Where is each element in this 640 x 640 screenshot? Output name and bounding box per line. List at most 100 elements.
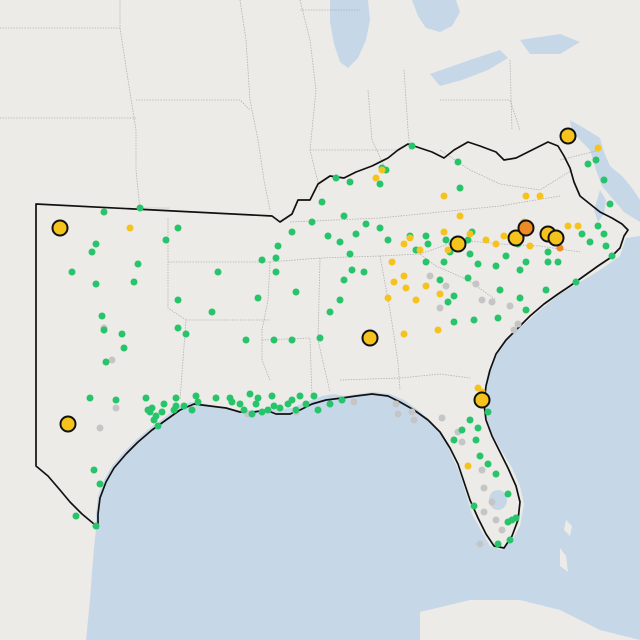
station-marker-large-yellow[interactable] (59, 415, 77, 433)
station-marker-green[interactable] (542, 286, 550, 294)
station-marker-large-yellow[interactable] (361, 329, 379, 347)
station-marker-green[interactable] (436, 276, 444, 284)
station-marker-large-yellow[interactable] (507, 229, 525, 247)
station-marker-gray[interactable] (394, 410, 402, 418)
station-marker-gray[interactable] (492, 516, 500, 524)
station-marker-green[interactable] (584, 160, 592, 168)
station-marker-green[interactable] (346, 250, 354, 258)
station-marker-green[interactable] (544, 248, 552, 256)
station-marker-green[interactable] (332, 174, 340, 182)
station-marker-gray[interactable] (498, 526, 506, 534)
station-marker-green[interactable] (154, 422, 162, 430)
station-marker-green[interactable] (336, 296, 344, 304)
station-marker-large-orange[interactable] (517, 219, 535, 237)
station-marker-green[interactable] (338, 396, 346, 404)
station-marker-yellow[interactable] (574, 222, 582, 230)
station-marker-gray[interactable] (476, 540, 484, 548)
station-marker-green[interactable] (258, 408, 266, 416)
station-marker-green[interactable] (194, 398, 202, 406)
station-marker-green[interactable] (142, 394, 150, 402)
station-marker-green[interactable] (174, 296, 182, 304)
station-marker-green[interactable] (464, 236, 472, 244)
station-marker-green[interactable] (592, 156, 600, 164)
station-marker-green[interactable] (296, 392, 304, 400)
station-marker-green[interactable] (444, 298, 452, 306)
station-marker-yellow[interactable] (444, 246, 452, 254)
station-marker-green[interactable] (458, 426, 466, 434)
station-marker-gray[interactable] (108, 356, 116, 364)
station-marker-green[interactable] (288, 228, 296, 236)
station-marker-green[interactable] (362, 220, 370, 228)
station-marker-gray[interactable] (442, 282, 450, 290)
station-marker-yellow[interactable] (492, 240, 500, 248)
station-marker-green[interactable] (450, 318, 458, 326)
station-marker-gray[interactable] (438, 414, 446, 422)
station-marker-green[interactable] (68, 268, 76, 276)
station-marker-yellow[interactable] (464, 462, 472, 470)
station-marker-green[interactable] (600, 176, 608, 184)
station-marker-green[interactable] (464, 274, 472, 282)
station-marker-yellow[interactable] (400, 272, 408, 280)
station-marker-green[interactable] (150, 416, 158, 424)
station-marker-green[interactable] (172, 394, 180, 402)
station-marker-green[interactable] (606, 200, 614, 208)
station-marker-gray[interactable] (506, 302, 514, 310)
station-marker-green[interactable] (270, 402, 278, 410)
station-marker-green[interactable] (292, 406, 300, 414)
station-marker-green[interactable] (602, 242, 610, 250)
station-marker-green[interactable] (174, 224, 182, 232)
station-marker-green[interactable] (422, 258, 430, 266)
station-marker-green[interactable] (376, 180, 384, 188)
station-marker-green[interactable] (72, 512, 80, 520)
station-marker-green[interactable] (326, 400, 334, 408)
station-marker-gray[interactable] (514, 320, 522, 328)
station-marker-gray[interactable] (480, 508, 488, 516)
station-marker-large-yellow[interactable] (547, 229, 565, 247)
station-marker-yellow[interactable] (416, 246, 424, 254)
station-marker-green[interactable] (228, 398, 236, 406)
station-marker-gray[interactable] (510, 326, 518, 334)
station-marker-green[interactable] (264, 406, 272, 414)
station-marker-yellow[interactable] (388, 258, 396, 266)
station-marker-green[interactable] (254, 294, 262, 302)
station-marker-green[interactable] (544, 258, 552, 266)
station-marker-yellow[interactable] (378, 166, 386, 174)
station-marker-yellow[interactable] (440, 228, 448, 236)
station-marker-gray[interactable] (426, 272, 434, 280)
station-marker-green[interactable] (268, 392, 276, 400)
station-marker-green[interactable] (502, 252, 510, 260)
station-marker-green[interactable] (472, 436, 480, 444)
station-marker-green[interactable] (326, 308, 334, 316)
station-marker-green[interactable] (484, 460, 492, 468)
station-marker-green[interactable] (494, 540, 502, 548)
station-marker-gray[interactable] (488, 498, 496, 506)
station-marker-green[interactable] (554, 258, 562, 266)
station-marker-green[interactable] (450, 436, 458, 444)
station-marker-green[interactable] (476, 452, 484, 460)
station-marker-green[interactable] (474, 260, 482, 268)
station-marker-green[interactable] (158, 408, 166, 416)
station-marker-gray[interactable] (392, 400, 400, 408)
station-marker-green[interactable] (492, 470, 500, 478)
station-marker-green[interactable] (212, 394, 220, 402)
station-marker-yellow[interactable] (400, 330, 408, 338)
station-marker-green[interactable] (512, 514, 520, 522)
station-marker-yellow[interactable] (456, 212, 464, 220)
station-marker-green[interactable] (494, 314, 502, 322)
station-marker-green[interactable] (102, 358, 110, 366)
station-marker-green[interactable] (92, 240, 100, 248)
station-marker-green[interactable] (474, 424, 482, 432)
station-marker-green[interactable] (516, 294, 524, 302)
station-marker-gray[interactable] (478, 296, 486, 304)
station-marker-green[interactable] (270, 336, 278, 344)
station-marker-green[interactable] (120, 344, 128, 352)
station-marker-orange[interactable] (556, 244, 564, 252)
station-marker-green[interactable] (162, 236, 170, 244)
station-marker-green[interactable] (348, 266, 356, 274)
station-marker-yellow[interactable] (564, 222, 572, 230)
station-marker-green[interactable] (466, 416, 474, 424)
station-marker-green[interactable] (484, 408, 492, 416)
station-marker-green[interactable] (172, 402, 180, 410)
station-marker-green[interactable] (594, 222, 602, 230)
station-marker-green[interactable] (376, 224, 384, 232)
